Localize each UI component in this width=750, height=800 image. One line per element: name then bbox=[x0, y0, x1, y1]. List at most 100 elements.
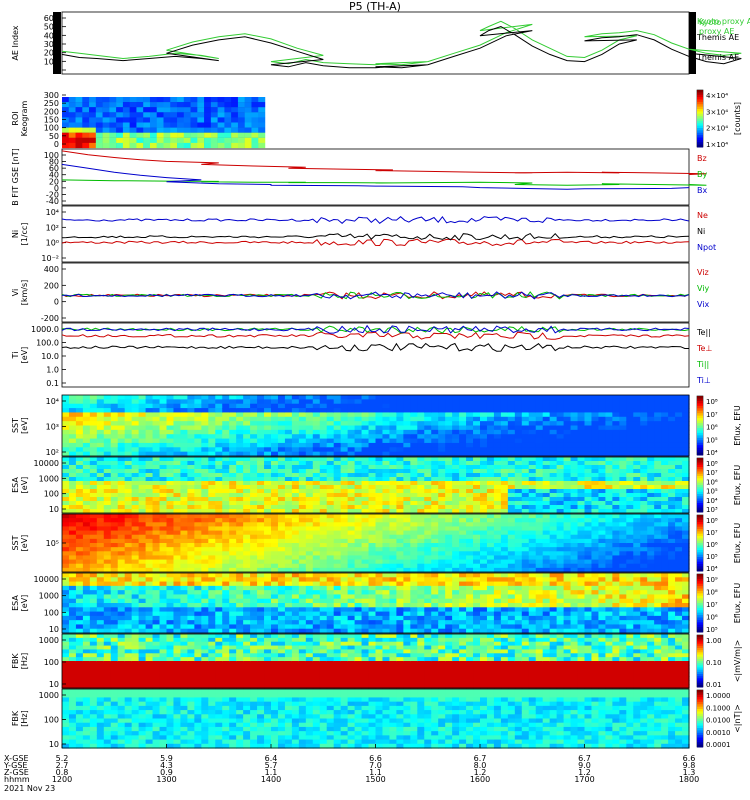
heat-cell-esa_i bbox=[375, 489, 384, 494]
heat-cell-sst_e bbox=[180, 567, 188, 573]
heat-cell-esa_e bbox=[124, 624, 133, 630]
heat-cell-sst_e bbox=[417, 563, 425, 569]
heat-cell-sst_e bbox=[675, 522, 683, 528]
heat-cell-sst_i bbox=[145, 429, 154, 435]
ytick-sst_e: 10⁵ bbox=[46, 539, 59, 548]
heat-cell-sst_e bbox=[612, 555, 620, 561]
heat-cell-esa_e bbox=[257, 603, 265, 608]
heat-cell-sst_e bbox=[194, 514, 202, 519]
heat-cell-sst_i bbox=[131, 408, 140, 414]
heat-cell-sst_i bbox=[257, 416, 265, 422]
heat-cell-esa_i bbox=[521, 509, 530, 514]
heat-cell-esa_i bbox=[312, 493, 321, 498]
heat-cell-sst_i bbox=[535, 429, 544, 435]
heat-cell-sst_i bbox=[82, 451, 91, 457]
heat-cell-esa_e bbox=[208, 607, 216, 613]
heat-cell-esa_i bbox=[368, 497, 377, 502]
heat-cell-sst_i bbox=[493, 416, 502, 422]
heat-cell-sst_i bbox=[438, 429, 446, 435]
heat-cell-sst_e bbox=[480, 526, 488, 532]
heat-cell-sst_e bbox=[194, 534, 202, 540]
heat-cell-sst_e bbox=[424, 547, 432, 552]
heat-cell-sst_i bbox=[431, 421, 439, 427]
heat-cell-sst_i bbox=[466, 403, 474, 409]
heat-cell-esa_i bbox=[654, 497, 662, 502]
heat-cell-esa_i bbox=[661, 477, 669, 482]
heat-cell-esa_i bbox=[347, 481, 356, 486]
heat-cell-sst_i bbox=[180, 395, 188, 400]
heat-cell-sst_i bbox=[403, 408, 411, 414]
heat-cell-sst_e bbox=[131, 530, 140, 536]
cbar-tick-sst_e: 10⁷ bbox=[706, 529, 718, 537]
heat-cell-esa_i bbox=[445, 469, 453, 474]
heat-cell-sst_i bbox=[480, 447, 488, 453]
keogram-cell bbox=[258, 117, 266, 123]
heat-cell-esa_i bbox=[347, 497, 356, 502]
heat-cell-sst_i bbox=[96, 412, 105, 418]
heat-cell-esa_e bbox=[208, 624, 216, 630]
heat-cell-esa_e bbox=[159, 603, 168, 608]
heat-cell-esa_e bbox=[319, 620, 328, 626]
heat-cell-sst_e bbox=[563, 534, 572, 540]
heat-cell-sst_e bbox=[75, 518, 84, 523]
heat-cell-sst_e bbox=[382, 518, 391, 523]
heat-cell-sst_e bbox=[403, 518, 411, 523]
heat-cell-sst_e bbox=[347, 534, 356, 540]
keogram-cell bbox=[149, 112, 157, 118]
heat-cell-sst_e bbox=[187, 543, 195, 548]
heat-cell-esa_i bbox=[110, 485, 119, 490]
heat-cell-sst_e bbox=[396, 543, 404, 548]
heat-cell-sst_e bbox=[570, 543, 579, 548]
heat-cell-esa_e bbox=[243, 585, 251, 591]
heat-cell-sst_e bbox=[291, 543, 300, 548]
heat-cell-sst_e bbox=[452, 559, 460, 565]
heat-cell-sst_i bbox=[173, 425, 182, 431]
heat-cell-sst_i bbox=[96, 442, 105, 448]
keogram-cell bbox=[224, 107, 232, 113]
heat-cell-sst_e bbox=[368, 555, 377, 561]
heat-cell-esa_i bbox=[493, 489, 502, 494]
heat-cell-esa_i bbox=[187, 457, 195, 462]
cbar-tick-sst_i: 10⁴ bbox=[706, 449, 718, 457]
heat-cell-sst_i bbox=[528, 425, 537, 431]
ylabel-sst_e: SST bbox=[11, 535, 20, 550]
heat-cell-sst_e bbox=[598, 534, 606, 540]
heat-cell-esa_e bbox=[277, 581, 286, 587]
heat-cell-sst_i bbox=[438, 395, 446, 400]
heat-cell-sst_e bbox=[368, 559, 377, 565]
heat-cell-sst_i bbox=[110, 425, 119, 431]
heat-cell-sst_i bbox=[500, 434, 509, 440]
heat-cell-sst_i bbox=[612, 425, 620, 431]
heat-cell-esa_i bbox=[131, 489, 140, 494]
heat-cell-sst_i bbox=[298, 425, 307, 431]
heat-cell-sst_e bbox=[424, 526, 432, 532]
heat-cell-sst_e bbox=[243, 547, 251, 552]
heat-cell-esa_i bbox=[152, 497, 161, 502]
series-line-ae bbox=[61, 20, 742, 66]
heat-cell-esa_i bbox=[257, 457, 265, 462]
heat-cell-sst_e bbox=[243, 551, 251, 557]
heat-cell-sst_e bbox=[333, 534, 342, 540]
heat-cell-sst_i bbox=[173, 395, 182, 400]
heat-cell-esa_i bbox=[68, 489, 77, 494]
heat-cell-sst_e bbox=[250, 559, 258, 565]
heat-cell-esa_i bbox=[375, 497, 384, 502]
heat-cell-sst_e bbox=[201, 551, 209, 557]
heat-cell-sst_i bbox=[103, 434, 112, 440]
heat-cell-esa_i bbox=[410, 477, 418, 482]
heat-cell-esa_i bbox=[222, 465, 230, 470]
heat-cell-sst_i bbox=[556, 421, 565, 427]
heat-cell-esa_i bbox=[173, 501, 182, 506]
heat-cell-esa_i bbox=[250, 501, 258, 506]
heat-cell-sst_i bbox=[661, 447, 669, 453]
heat-cell-sst_e bbox=[535, 522, 544, 528]
heat-cell-esa_i bbox=[298, 493, 307, 498]
heat-cell-esa_i bbox=[305, 457, 314, 462]
heat-cell-esa_i bbox=[305, 489, 314, 494]
heat-cell-sst_i bbox=[452, 416, 460, 422]
heat-cell-sst_e bbox=[215, 526, 223, 532]
heat-cell-sst_e bbox=[298, 567, 307, 573]
heat-cell-esa_i bbox=[410, 461, 418, 466]
heat-cell-sst_e bbox=[166, 543, 175, 548]
heat-cell-esa_i bbox=[82, 469, 91, 474]
